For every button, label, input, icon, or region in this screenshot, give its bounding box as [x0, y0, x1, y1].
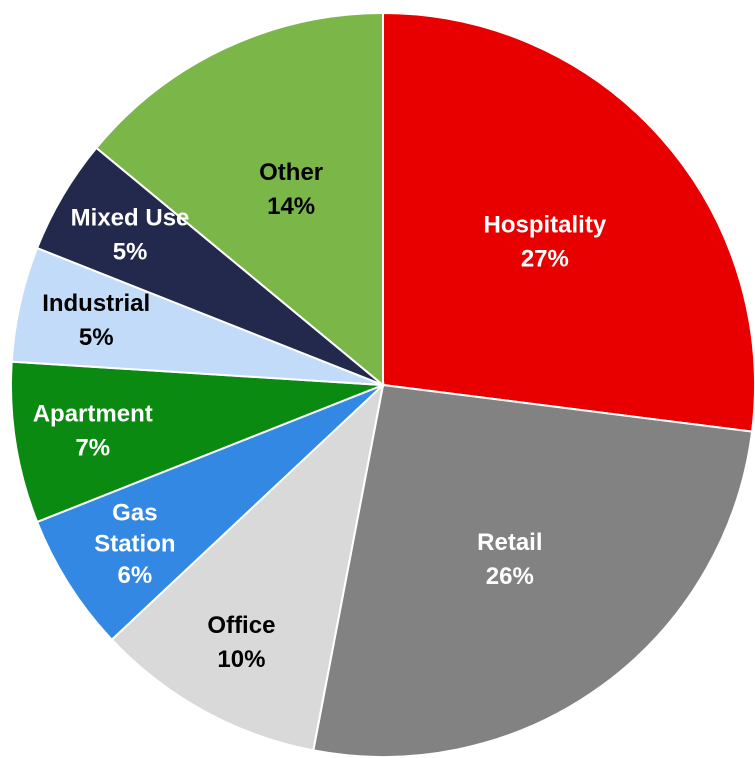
- category-label: Retail: [477, 529, 542, 556]
- value-label: 10%: [217, 646, 265, 673]
- category-label: Office: [207, 612, 275, 639]
- slice-label: Hospitality 27%: [484, 212, 607, 273]
- pie-slice: [382, 11, 755, 433]
- pie-slice: [35, 384, 384, 642]
- category-label: Hospitality: [484, 212, 607, 239]
- slice-label: Office 10%: [207, 612, 275, 673]
- value-label: 27%: [521, 246, 569, 273]
- pie-slice: [94, 11, 384, 388]
- slice-label: Apartment 7%: [33, 400, 153, 461]
- value-label: 26%: [486, 563, 534, 590]
- category-label: Gas Station: [94, 500, 175, 558]
- slice-label: Mixed Use 5%: [71, 205, 190, 266]
- category-label: Mixed Use: [71, 205, 190, 232]
- slice-label: Gas Station 6%: [94, 500, 175, 589]
- slice-label: Retail 26%: [477, 529, 542, 590]
- value-label: 7%: [75, 434, 110, 461]
- slice-label: Other 14%: [259, 159, 323, 220]
- category-label: Other: [259, 159, 323, 186]
- pie-slice: [110, 382, 385, 752]
- value-label: 5%: [79, 324, 114, 351]
- value-label: 14%: [267, 193, 315, 220]
- pie-slice: [10, 360, 384, 524]
- category-label: Apartment: [33, 400, 153, 427]
- category-label: Industrial: [42, 290, 150, 317]
- slice-label: Industrial 5%: [42, 290, 150, 351]
- value-label: 6%: [118, 562, 153, 589]
- value-label: 5%: [113, 239, 148, 266]
- pie-slice: [312, 383, 754, 758]
